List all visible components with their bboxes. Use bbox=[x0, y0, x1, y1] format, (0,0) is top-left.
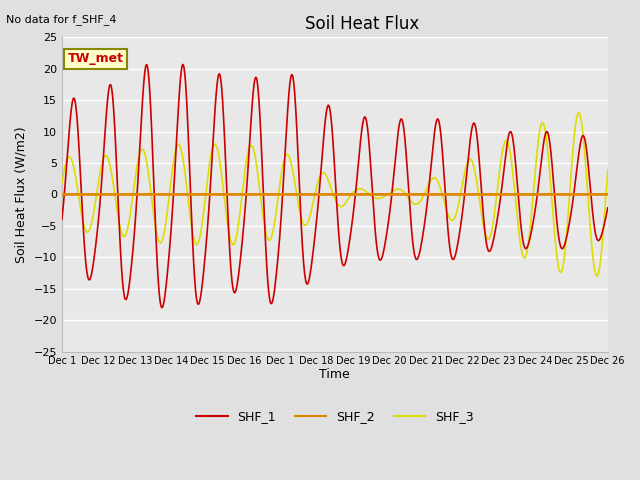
Text: TW_met: TW_met bbox=[67, 52, 124, 65]
Text: No data for f_SHF_4: No data for f_SHF_4 bbox=[6, 14, 117, 25]
Title: Soil Heat Flux: Soil Heat Flux bbox=[305, 15, 419, 33]
Y-axis label: Soil Heat Flux (W/m2): Soil Heat Flux (W/m2) bbox=[15, 126, 28, 263]
Legend: SHF_1, SHF_2, SHF_3: SHF_1, SHF_2, SHF_3 bbox=[191, 405, 478, 428]
X-axis label: Time: Time bbox=[319, 368, 350, 381]
